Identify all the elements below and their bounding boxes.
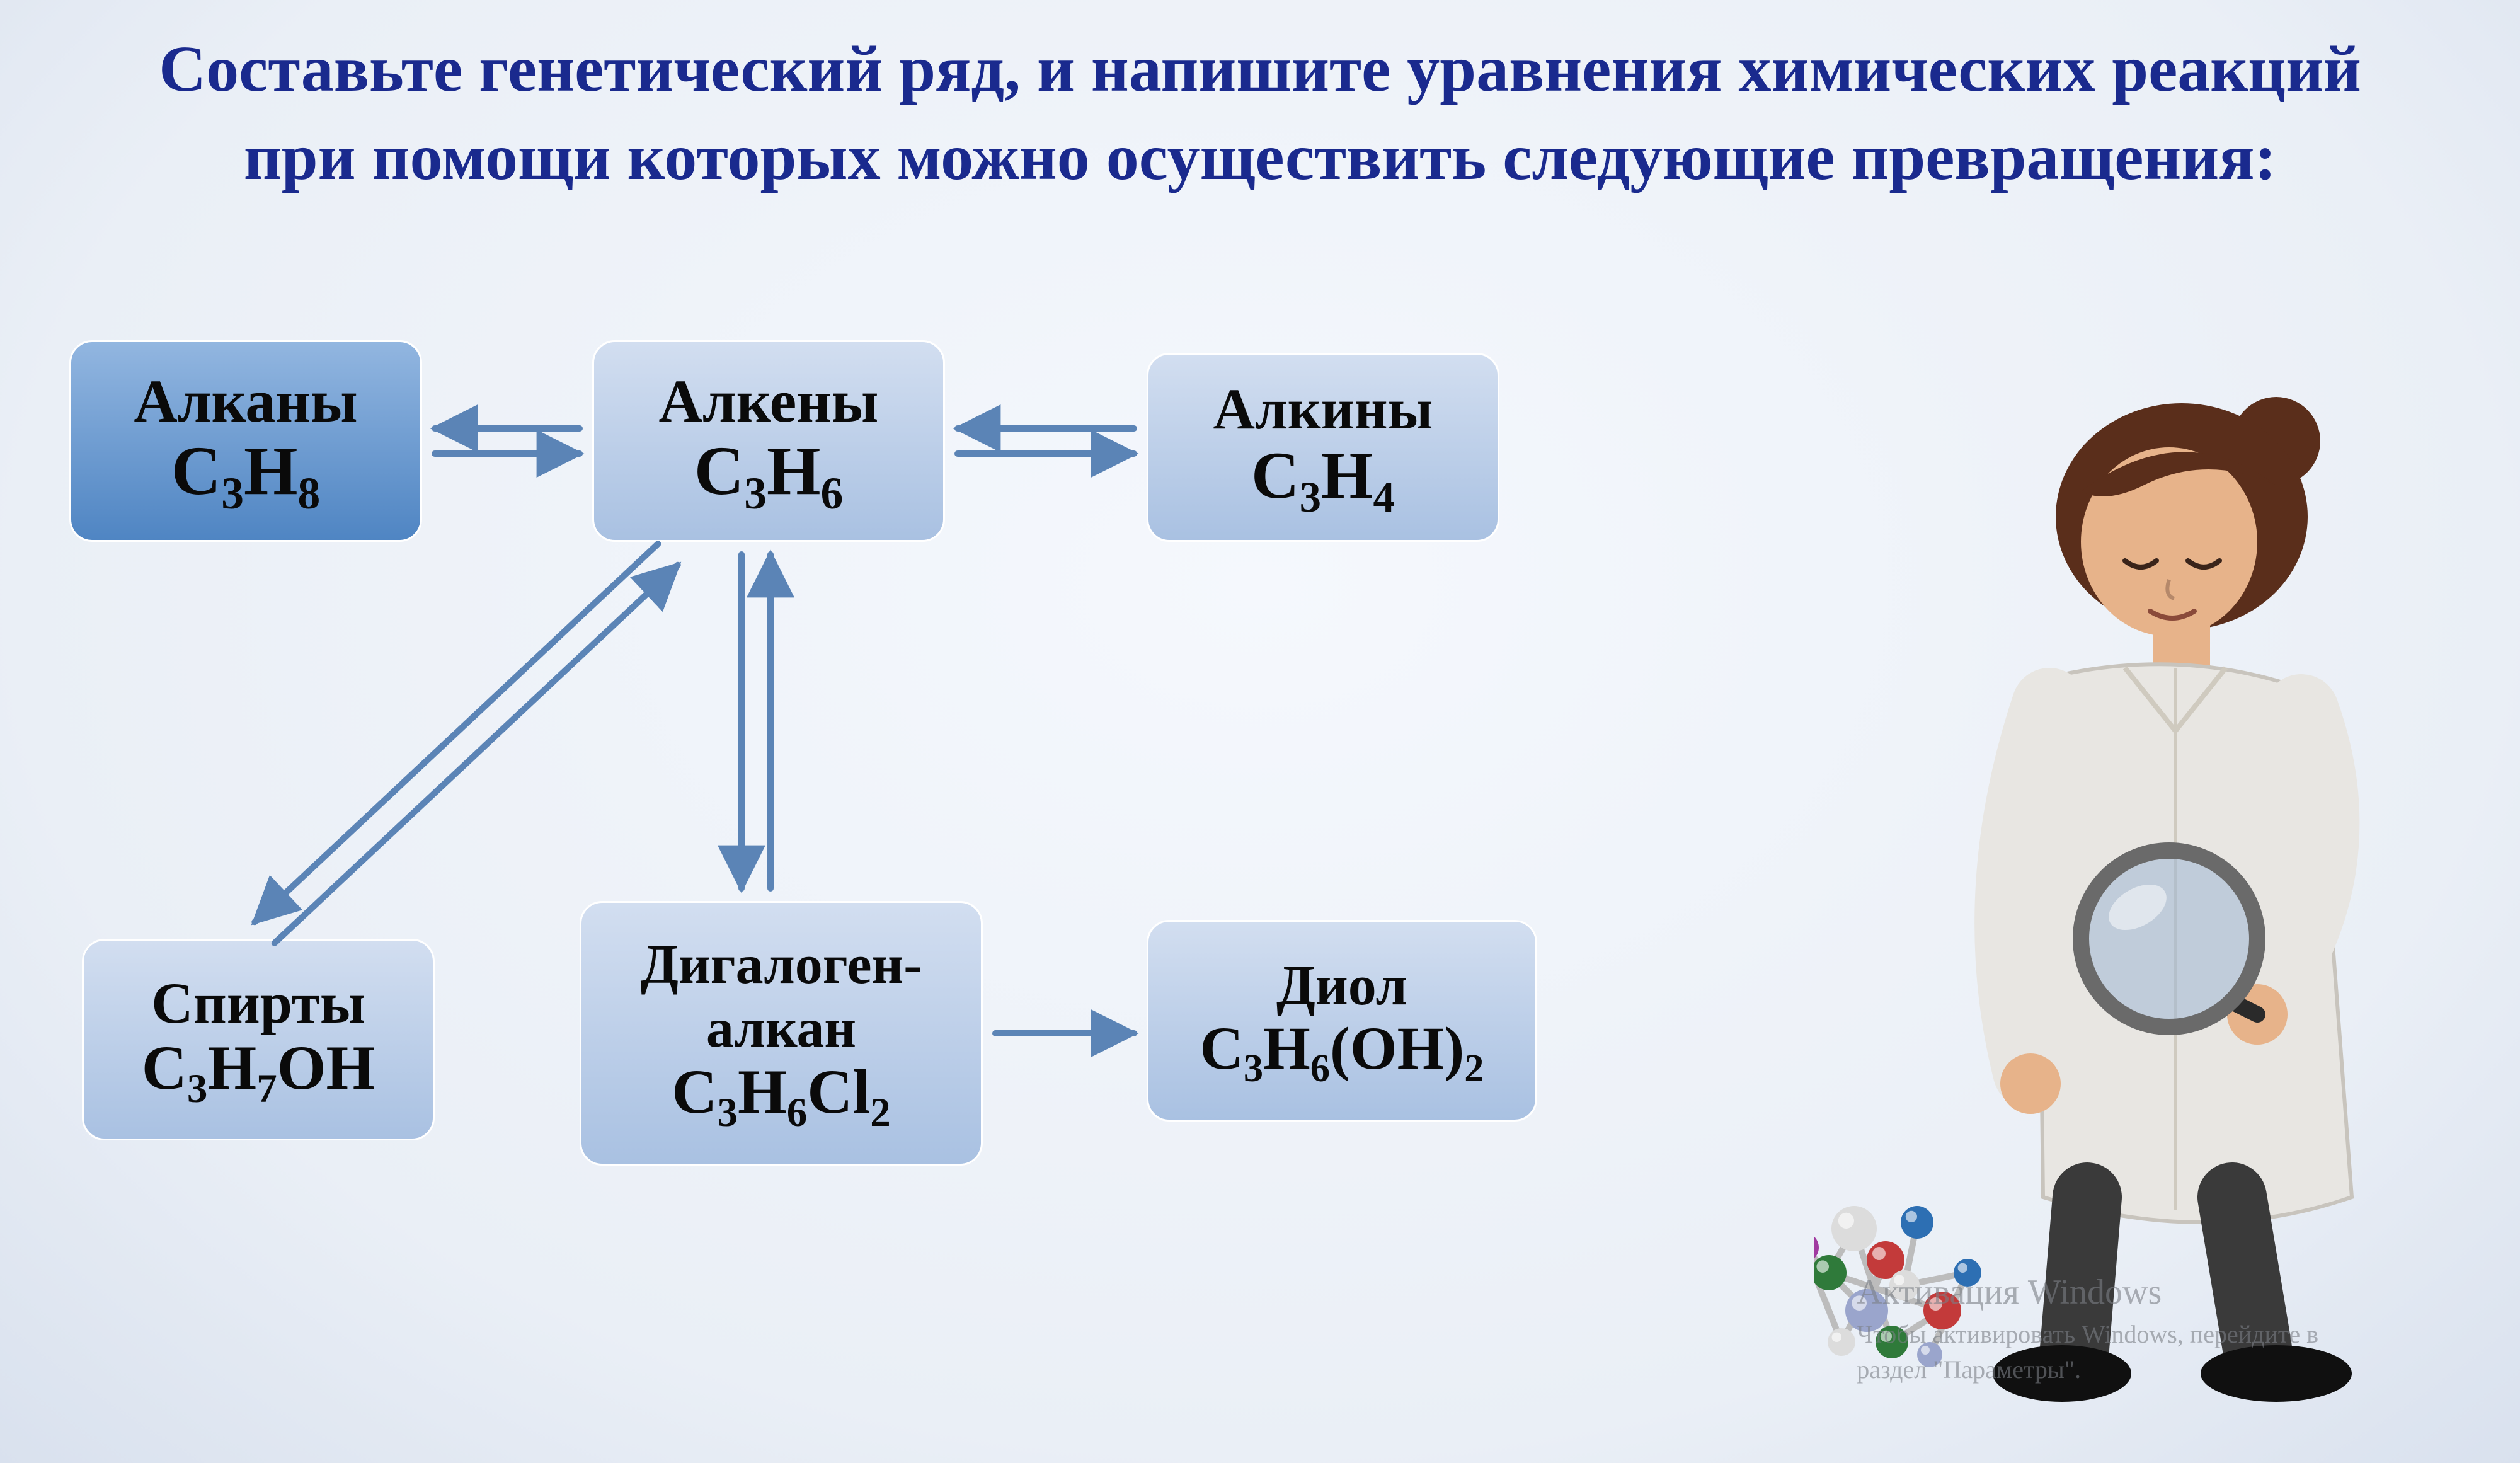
node-alkenes: Алкены C3H6	[592, 340, 945, 542]
heading-line1: Составьте генетический ряд, и напишите у…	[38, 25, 2482, 113]
slide: Составьте генетический ряд, и напишите у…	[0, 0, 2520, 1463]
watermark-line3: раздел "Параметры".	[1857, 1352, 2318, 1387]
slide-heading: Составьте генетический ряд, и напишите у…	[38, 25, 2482, 202]
node-alcohols-formula: C3H7OH	[142, 1036, 375, 1110]
node-dihaloalkane-formula: C3H6Cl2	[672, 1060, 891, 1133]
windows-activation-watermark: Активация Windows Чтобы активировать Win…	[1857, 1268, 2318, 1387]
node-diol-title: Диол	[1276, 953, 1407, 1018]
node-alkanes-title: Алканы	[134, 366, 357, 436]
node-diol: Диол C3H6(OH)2	[1147, 920, 1537, 1122]
watermark-line1: Активация Windows	[1857, 1268, 2318, 1317]
node-alkynes-formula: C3H4	[1251, 442, 1395, 519]
node-alkanes-formula: C3H8	[171, 436, 321, 517]
heading-line2: при помощи которых можно осуществить сле…	[38, 113, 2482, 202]
node-alkynes: Алкины C3H4	[1147, 353, 1499, 542]
scientist-illustration	[1814, 328, 2482, 1411]
node-alkenes-formula: C3H6	[694, 436, 844, 517]
node-dihaloalkane: Дигалоген- алкан C3H6Cl2	[580, 901, 983, 1166]
node-dihaloalkane-title-line2: алкан	[706, 997, 856, 1060]
node-dihaloalkane-title-line1: Дигалоген-	[640, 933, 922, 997]
node-alcohols-title: Спирты	[151, 970, 365, 1036]
node-alkanes: Алканы C3H8	[69, 340, 422, 542]
node-alkenes-title: Алкены	[659, 366, 879, 436]
node-alcohols: Спирты C3H7OH	[82, 939, 435, 1140]
watermark-line2: Чтобы активировать Windows, перейдите в	[1857, 1317, 2318, 1352]
node-diol-formula: C3H6(OH)2	[1200, 1018, 1484, 1089]
node-alkynes-title: Алкины	[1213, 376, 1433, 442]
